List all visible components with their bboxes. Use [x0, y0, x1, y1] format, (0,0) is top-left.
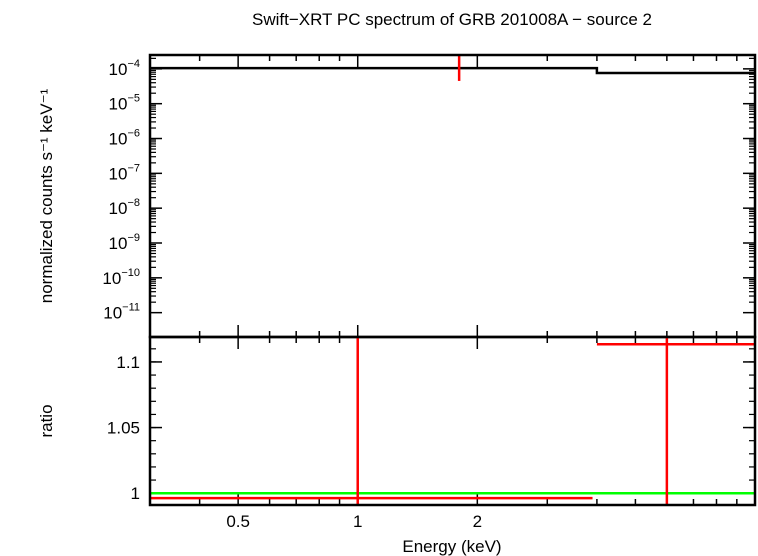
chart-title: Swift−XRT PC spectrum of GRB 201008A − s… — [252, 10, 652, 29]
bottom-y-axis-label: ratio — [37, 404, 56, 437]
y-tick-label: 10−5 — [109, 93, 140, 114]
y-tick-label: 10−11 — [103, 302, 140, 323]
bottom-panel-series — [150, 337, 755, 505]
y-tick-label: 10−9 — [109, 232, 140, 253]
y-tick-label: 1.1 — [116, 353, 140, 372]
top-y-tick-labels: 10−4 10−5 10−6 10−7 10−8 10−9 10−10 10−11 — [102, 58, 140, 323]
x-axis-label: Energy (keV) — [402, 537, 501, 556]
model-line — [150, 66, 755, 75]
y-tick-label: 10−4 — [109, 58, 140, 79]
top-panel: 10−4 10−5 10−6 10−7 10−8 10−9 10−10 10−11 norma… — [37, 53, 757, 339]
top-y-axis-label: normalized counts s⁻¹ keV⁻¹ — [37, 88, 56, 303]
y-tick-label: 1 — [131, 484, 140, 503]
top-panel-ticks — [150, 55, 755, 337]
x-tick-labels: 0.5 1 2 — [226, 512, 482, 531]
top-panel-series — [150, 55, 755, 81]
bottom-y-tick-labels: 1 1.05 1.1 — [107, 353, 140, 503]
x-tick-label: 0.5 — [226, 512, 250, 531]
y-tick-label: 10−8 — [109, 197, 140, 218]
bottom-panel: 1 1.05 1.1 ratio — [37, 335, 757, 507]
x-tick-label: 1 — [353, 512, 362, 531]
y-tick-label: 1.05 — [107, 419, 140, 438]
bottom-panel-ticks — [150, 337, 755, 505]
y-tick-label: 10−10 — [102, 267, 140, 288]
top-panel-frame — [148, 53, 757, 339]
y-tick-label: 10−6 — [109, 128, 140, 149]
y-tick-label: 10−7 — [109, 162, 140, 183]
bottom-panel-frame — [148, 335, 757, 507]
x-tick-label: 2 — [473, 512, 482, 531]
